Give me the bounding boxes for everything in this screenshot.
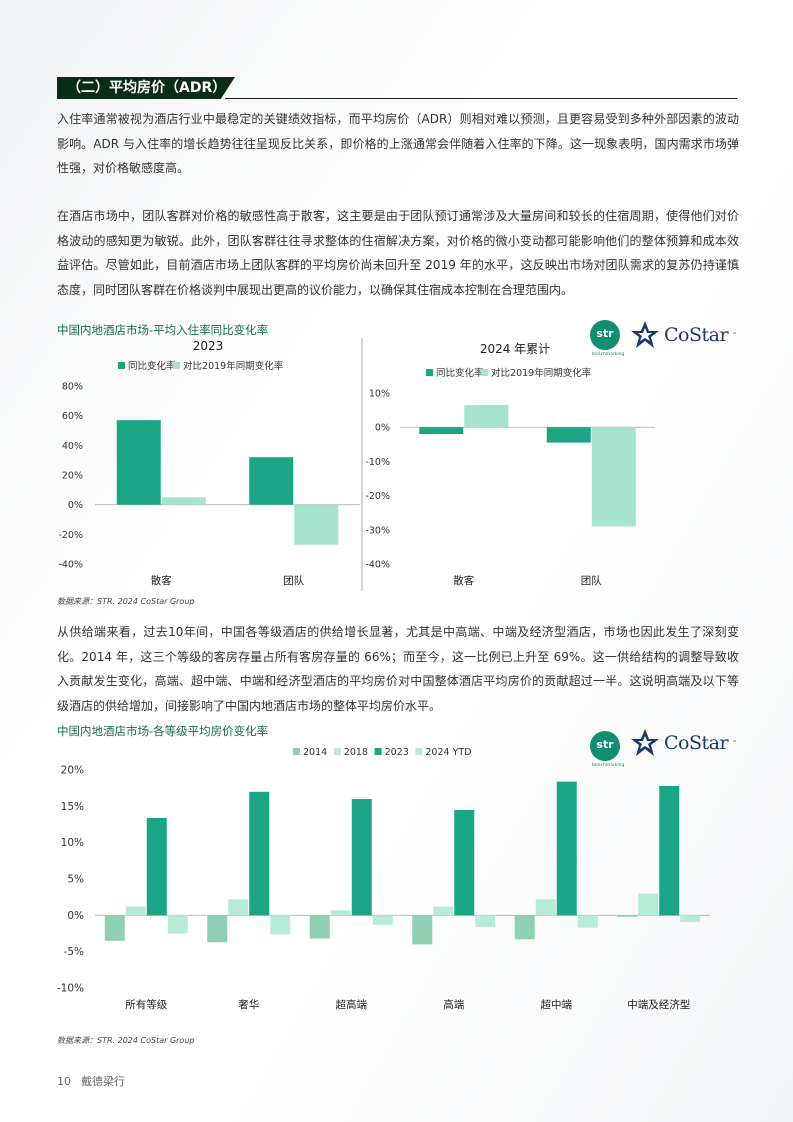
y-tick-label-0: 40% [62,441,83,452]
legend-label-2-3: 2024 YTD [425,747,471,758]
legend-swatch-0-0 [118,362,125,369]
bar-2-0-0 [104,915,125,941]
bar-0-0-1 [161,497,206,505]
bar-2-1-2 [249,791,270,916]
bar-0-1-0 [249,457,294,505]
y-tick-label-2: -5% [64,946,84,958]
bar-1-0-1 [464,404,509,428]
legend-swatch-2-2 [374,748,382,755]
section-rule [225,98,737,99]
chart-subtitle-1: 2024 年累计 [480,342,550,356]
bar-0-0-0 [116,420,161,505]
category-label-1-1: 团队 [581,574,602,587]
bar-2-3-1 [433,906,454,916]
bar-2-2-1 [330,910,351,916]
legend-label-2-0: 2014 [303,747,327,758]
bar-2-0-2 [146,817,167,916]
y-tick-label-2: 10% [61,837,84,849]
footer-brand: 戴德梁行 [81,1075,125,1088]
bar-1-1-0 [546,427,591,443]
bar-2-3-2 [454,809,475,916]
paragraph-2: 在酒店市场中，团队客群对价格的敏感性高于散客，这主要是由于团队预订通常涉及大量房… [57,209,739,297]
category-label-0-0: 散客 [151,574,172,587]
legend-label-2-1: 2018 [344,747,368,758]
y-tick-label-1: -10% [365,457,390,468]
y-tick-label-0: 80% [62,382,83,393]
chart1-source: 数据来源：STR. 2024 CoStar Group [57,597,195,606]
bar-2-2-3 [372,915,393,925]
legend-label-0-1: 对比2019年同期变化率 [183,360,284,372]
legend-swatch-1-1 [481,369,489,376]
category-label-2-0: 所有等级 [125,998,167,1011]
y-tick-label-0: -40% [58,560,83,571]
bar-2-5-3 [680,915,701,922]
bar-2-3-0 [412,915,433,945]
legend-label-2-2: 2023 [385,747,409,758]
y-tick-label-2: -10% [57,983,84,995]
legend-swatch-2-3 [415,748,423,755]
legend-swatch-0-1 [173,362,181,369]
category-label-2-3: 高端 [443,998,464,1011]
bar-2-4-1 [535,899,556,916]
category-label-0-1: 团队 [283,574,304,587]
y-tick-label-2: 5% [67,874,84,886]
y-tick-label-1: 10% [369,389,390,400]
bar-2-0-3 [167,915,188,934]
chart2-source: 数据来源：STR. 2024 CoStar Group [57,1036,195,1045]
chart2: 2014 2018 2023 2024 YTD -10% -5% 0% 5% 10% 15% 20%… [57,747,710,1011]
bar-2-5-2 [659,785,680,916]
section-heading: （二）平均房价（ADR） [57,77,235,99]
y-tick-label-0: 60% [62,411,83,422]
legend-swatch-2-0 [293,748,300,755]
y-tick-label-2: 15% [61,801,84,813]
paragraph-1: 入住率通常被视为酒店行业中最稳定的关键绩效指标，而平均房价（ADR）则相对难以预… [57,112,739,175]
bar-1-0-0 [419,427,464,435]
y-tick-label-0: 0% [68,500,83,511]
bar-2-2-0 [309,915,330,939]
y-tick-label-2: 0% [67,910,84,922]
bar-2-4-0 [514,915,535,940]
legend-label-0-0: 同比变化率 [128,360,176,372]
legend-swatch-2-1 [333,748,341,755]
page-footer: 10 戴德梁行 [57,1073,125,1089]
bar-2-3-3 [475,915,496,927]
page-number: 10 [57,1075,71,1088]
category-label-2-4: 超中端 [541,998,573,1011]
category-label-1-0: 散客 [453,574,474,587]
bar-1-1-1 [591,427,636,527]
y-tick-label-0: -20% [58,530,83,541]
legend-swatch-1-0 [426,369,433,376]
y-tick-label-1: 0% [375,423,390,434]
legend-label-1-1: 对比2019年同期变化率 [491,367,592,379]
paragraph-3: 从供给端来看，过去10年间，中国各等级酒店的供给增长显著，尤其是中高端、中端及经… [57,625,739,713]
bar-2-5-0 [617,915,638,917]
category-label-2-1: 奢华 [238,998,259,1011]
bar-2-4-3 [577,915,598,928]
legend-label-1-0: 同比变化率 [436,367,484,379]
y-tick-label-1: -40% [365,560,390,571]
category-label-2-2: 超高端 [336,998,368,1011]
bar-2-1-0 [207,915,228,943]
bar-2-5-1 [638,893,659,916]
bar-2-1-3 [270,915,291,935]
y-tick-label-0: 20% [62,471,83,482]
bar-2-4-2 [556,781,577,916]
y-tick-label-1: -20% [365,491,390,502]
bar-0-1-1 [294,504,339,545]
bar-2-0-1 [125,906,146,916]
chart2-title: 中国内地酒店市场-各等级平均房价变化率 [57,724,269,738]
y-tick-label-1: -30% [365,525,390,536]
bar-2-2-2 [351,799,372,916]
chart-subtitle-0: 2023 [193,339,224,353]
category-label-2-5: 中端及经济型 [627,998,690,1011]
bar-2-1-1 [228,899,249,916]
y-tick-label-2: 20% [61,765,84,777]
